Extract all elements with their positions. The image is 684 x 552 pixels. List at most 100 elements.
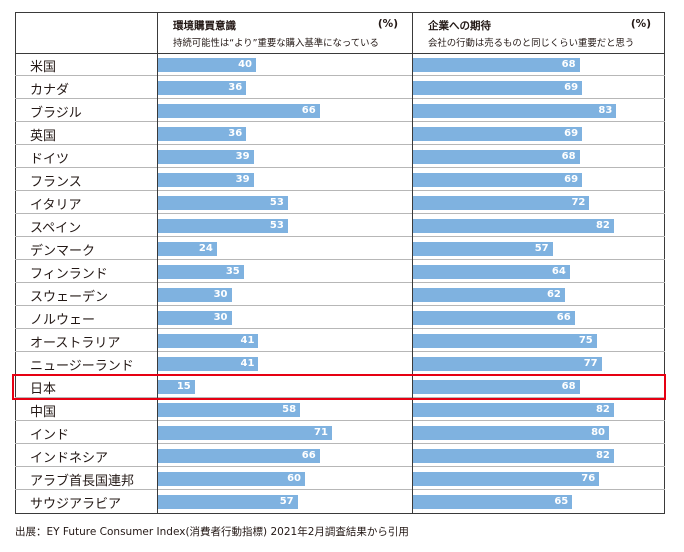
bar-expectation: 83	[413, 104, 617, 118]
table-row: デンマーク 24 57	[15, 237, 665, 260]
bar-value-label: 80	[591, 427, 605, 438]
column1-title: 環境購買意識	[173, 20, 236, 32]
column2-header: 企業への期待 (%) 会社の行動は売るものと同じくらい重要だと思う	[412, 12, 665, 53]
row-divider	[15, 282, 665, 283]
bar-value-label: 15	[176, 381, 191, 392]
bar-environment: 60	[158, 472, 305, 486]
source-note: 出展：EY Future Consumer Index(消費者行動指標) 202…	[15, 526, 409, 538]
bar-expectation: 66	[413, 311, 575, 325]
country-label: インド	[30, 428, 70, 443]
bar-environment: 66	[158, 449, 320, 463]
bar-value-label: 66	[556, 312, 571, 323]
column1-divider	[157, 12, 158, 514]
bar-expectation: 64	[413, 265, 570, 279]
bar-value-label: 71	[314, 427, 328, 438]
country-label: 英国	[30, 129, 57, 144]
country-label: ノルウェー	[30, 313, 96, 328]
row-divider	[15, 443, 665, 444]
bar-expectation: 65	[413, 495, 573, 509]
bar-expectation: 76	[413, 472, 600, 486]
country-label: ブラジル	[30, 106, 82, 121]
bar-value-label: 66	[301, 105, 316, 116]
bar-value-label: 72	[571, 197, 586, 208]
table-row: インドネシア 66 82	[15, 444, 665, 467]
table-row: 英国 36 69	[15, 122, 665, 145]
country-label: デンマーク	[30, 244, 96, 259]
bar-environment: 53	[158, 196, 288, 210]
bar-value-label: 40	[238, 59, 252, 70]
row-divider	[15, 305, 665, 306]
country-label: 日本	[30, 382, 57, 397]
bar-value-label: 68	[561, 59, 576, 70]
bar-value-label: 68	[561, 151, 576, 162]
row-divider	[15, 328, 665, 329]
bar-environment: 30	[158, 288, 232, 302]
country-label: インドネシア	[30, 451, 109, 466]
row-divider	[15, 397, 665, 398]
japan-highlight-box	[12, 374, 666, 400]
bar-value-label: 53	[269, 197, 284, 208]
country-label: イタリア	[30, 198, 82, 213]
bar-value-label: 69	[564, 128, 579, 139]
table-row: スペイン 53 82	[15, 214, 665, 237]
bar-value-label: 35	[225, 266, 240, 277]
bar-environment: 15	[158, 380, 195, 394]
bar-value-label: 60	[287, 473, 301, 484]
bar-value-label: 24	[198, 243, 213, 254]
bar-expectation: 68	[413, 58, 580, 72]
table-row: カナダ 36 69	[15, 76, 665, 99]
row-divider	[15, 121, 665, 122]
bar-value-label: 69	[564, 82, 579, 93]
table-row: ニュージーランド 41 77	[15, 352, 665, 375]
chart-frame	[15, 12, 665, 514]
country-label: サウジアラビア	[30, 497, 122, 512]
country-label: アラブ首長国連邦	[30, 474, 135, 489]
bar-value-label: 82	[595, 404, 610, 415]
column2-divider	[412, 12, 413, 514]
bar-value-label: 36	[228, 82, 243, 93]
table-row: 日本 15 68	[15, 375, 665, 398]
table-row: インド 71 80	[15, 421, 665, 444]
bar-expectation: 69	[413, 173, 583, 187]
bar-value-label: 53	[269, 220, 284, 231]
bar-environment: 66	[158, 104, 320, 118]
bar-expectation: 82	[413, 219, 614, 233]
bar-environment: 57	[158, 495, 298, 509]
country-label: 米国	[30, 60, 57, 75]
row-divider	[15, 98, 665, 99]
bar-environment: 30	[158, 311, 232, 325]
bar-environment: 71	[158, 426, 332, 440]
table-row: ブラジル 66 83	[15, 99, 665, 122]
bar-expectation: 68	[413, 380, 580, 394]
bar-environment: 39	[158, 173, 254, 187]
row-divider	[15, 236, 665, 237]
bar-environment: 24	[158, 242, 217, 256]
row-divider	[15, 190, 665, 191]
table-row: サウジアラビア 57 65	[15, 490, 665, 513]
bar-environment: 53	[158, 219, 288, 233]
bar-expectation: 75	[413, 334, 597, 348]
table-row: フランス 39 69	[15, 168, 665, 191]
bar-value-label: 30	[213, 312, 228, 323]
row-divider	[15, 466, 665, 467]
bar-value-label: 66	[301, 450, 316, 461]
bar-environment: 36	[158, 81, 247, 95]
bar-value-label: 39	[235, 174, 250, 185]
country-label: フィンランド	[30, 267, 108, 282]
bar-expectation: 57	[413, 242, 553, 256]
bar-value-label: 36	[228, 128, 243, 139]
country-label: オーストラリア	[30, 336, 121, 351]
bar-environment: 40	[158, 58, 256, 72]
table-row: スウェーデン 30 62	[15, 283, 665, 306]
bar-expectation: 82	[413, 449, 614, 463]
bar-expectation: 69	[413, 81, 583, 95]
table-row: オーストラリア 41 75	[15, 329, 665, 352]
bar-value-label: 82	[595, 220, 610, 231]
table-row: アラブ首長国連邦 60 76	[15, 467, 665, 490]
row-divider	[15, 213, 665, 214]
column1-subtitle: 持続可能性は“より”重要な購入基準になっている	[173, 38, 379, 49]
bar-value-label: 41	[240, 335, 255, 346]
row-divider	[15, 75, 665, 76]
country-label: スウェーデン	[30, 290, 109, 305]
column2-unit: (%)	[630, 18, 651, 30]
